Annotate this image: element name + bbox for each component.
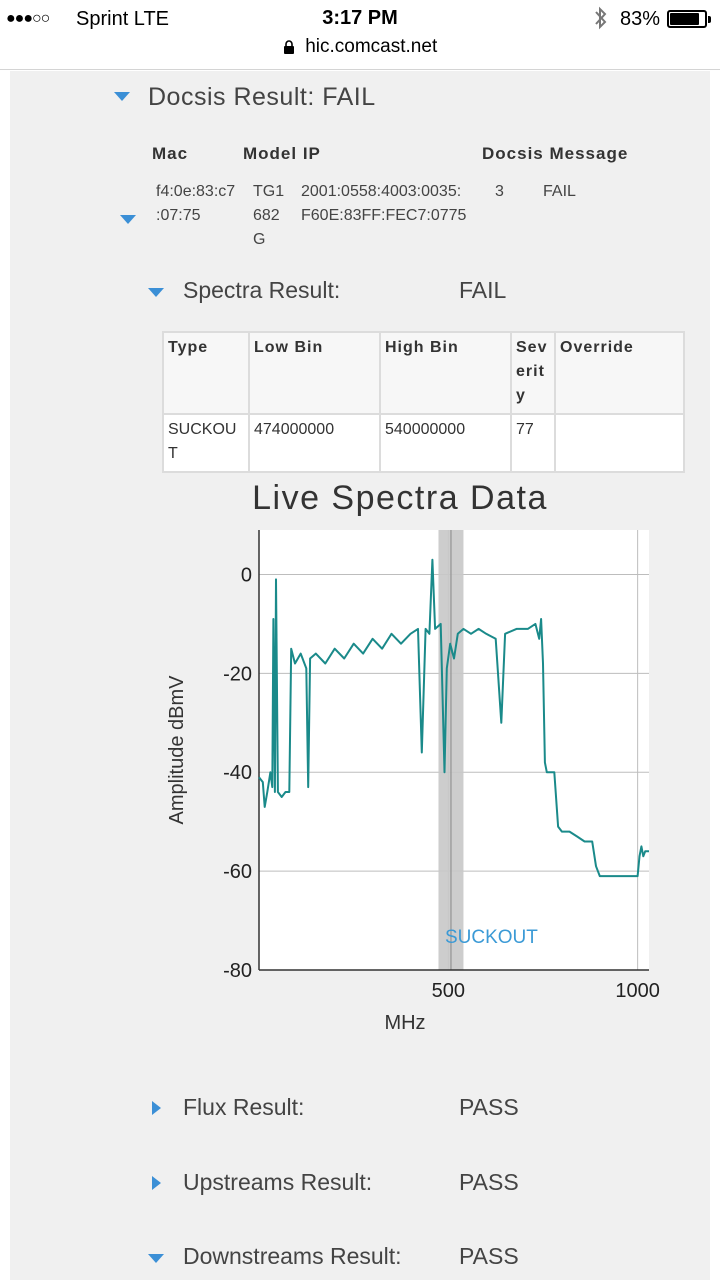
mac-cell: f4:0e:83:c7 :07:75: [156, 180, 235, 228]
spectra-chart: 0 -20 -40 -60 -80 500 1000 MHz Amplitude dBmV SUC…: [166, 530, 660, 1034]
flux-result-label[interactable]: Flux Result:: [183, 1094, 305, 1120]
y-tick-label: 0: [241, 564, 252, 586]
suckout-annotation-label: SUCKOUT: [445, 927, 538, 948]
upstreams-result-label[interactable]: Upstreams Result:: [183, 1169, 373, 1195]
ip-cell: 2001:0558:4003:0035: F60E:83FF:FEC7:0775: [301, 180, 466, 228]
downstreams-expand-toggle-icon[interactable]: [148, 1254, 164, 1263]
docsis-expand-toggle-icon[interactable]: [114, 92, 130, 101]
type-cell: SUCKOUT: [162, 413, 250, 473]
flux-result-value: PASS: [459, 1094, 519, 1120]
docsis-message-cell: FAIL: [543, 183, 576, 200]
carrier-label: Sprint LTE: [76, 8, 169, 30]
mac-line-1: f4:0e:83:c7: [156, 183, 236, 200]
docsis-result-title[interactable]: Docsis Result: FAIL: [148, 83, 376, 111]
column-header-docsis-message: Docsis Message: [482, 144, 629, 163]
y-tick-label: -60: [223, 861, 252, 883]
downstreams-result-value: PASS: [459, 1243, 519, 1269]
column-header-high-bin: High Bin: [379, 331, 512, 415]
spectra-result-value: FAIL: [459, 277, 507, 303]
low-bin-cell: 474000000: [248, 413, 381, 473]
flux-expand-toggle-icon[interactable]: [152, 1101, 161, 1115]
x-axis-label: MHz: [384, 1012, 425, 1034]
override-cell: [554, 413, 685, 473]
upstreams-expand-toggle-icon[interactable]: [152, 1176, 161, 1190]
ip-line-1: 2001:0558:4003:0035:: [301, 183, 462, 200]
signal-strength-icon: ●●●○○: [6, 10, 50, 27]
battery-percent: 83%: [620, 8, 661, 30]
docsis-row-expand-toggle-icon[interactable]: [120, 215, 136, 224]
upstreams-result-value: PASS: [459, 1169, 519, 1195]
y-tick-label: -20: [223, 663, 252, 685]
x-tick-label: 500: [432, 980, 465, 1002]
chart-title: Live Spectra Data: [252, 479, 548, 517]
model-cell: TG1 682 G: [253, 180, 284, 252]
downstreams-result-label[interactable]: Downstreams Result:: [183, 1243, 402, 1269]
url-text: hic.comcast.net: [305, 36, 438, 57]
model-line-2: 682: [253, 207, 280, 224]
high-bin-cell: 540000000: [379, 413, 512, 473]
spectra-table-header-row: Type Low Bin High Bin Severity Override: [162, 331, 685, 415]
spectra-result-label[interactable]: Spectra Result:: [183, 277, 341, 303]
battery-icon: [667, 10, 711, 28]
y-axis-label: Amplitude dBmV: [166, 675, 188, 825]
mac-line-2: :07:75: [156, 207, 201, 224]
address-bar[interactable]: hic.comcast.net: [0, 36, 720, 70]
spectra-series-line: [258, 558, 649, 878]
ip-line-2: F60E:83FF:FEC7:0775: [301, 207, 467, 224]
model-line-1: TG1: [253, 183, 285, 200]
count-cell: 3: [495, 183, 504, 200]
lock-icon: [283, 40, 294, 54]
y-tick-label: -80: [223, 960, 252, 982]
severity-cell: 77: [510, 413, 556, 473]
column-header-severity: Severity: [510, 331, 556, 415]
column-header-low-bin: Low Bin: [248, 331, 381, 415]
spectra-expand-toggle-icon[interactable]: [148, 288, 164, 297]
clock: 3:17 PM: [322, 7, 398, 29]
table-row: SUCKOUT 474000000 540000000 77: [162, 413, 685, 473]
y-tick-label: -40: [223, 762, 252, 784]
results-panel: Docsis Result: FAIL Mac Model IP Docsis …: [10, 71, 710, 1280]
spectra-table: Type Low Bin High Bin Severity Override …: [162, 331, 685, 473]
bluetooth-icon: [595, 6, 607, 30]
model-line-3: G: [253, 231, 266, 248]
column-header-mac: Mac: [152, 144, 189, 163]
column-header-model-ip: Model IP: [243, 144, 321, 163]
column-header-override: Override: [554, 331, 685, 415]
x-tick-label: 1000: [615, 980, 660, 1002]
status-bar: ●●●○○ Sprint LTE 3:17 PM 83%: [0, 0, 720, 36]
column-header-type: Type: [162, 331, 250, 415]
